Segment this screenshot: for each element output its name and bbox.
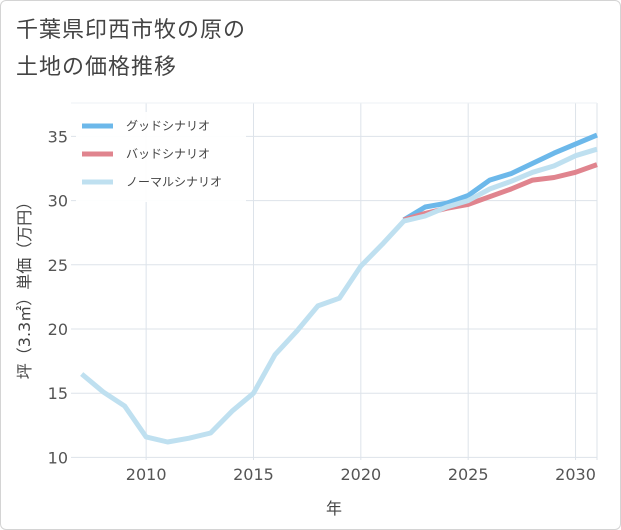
plot-area bbox=[71, 102, 598, 460]
chart-title-line-2: 土地の価格推移 bbox=[16, 55, 178, 80]
x-tick-label: 2015 bbox=[233, 465, 274, 484]
y-axis-title: 坪（3.3㎡）単価（万円） bbox=[15, 194, 34, 379]
x-tick-label: 2030 bbox=[555, 465, 596, 484]
legend-label-1: グッドシナリオ bbox=[126, 119, 210, 133]
legend-label-3: ノーマルシナリオ bbox=[126, 175, 222, 189]
legend-label-2: バッドシナリオ bbox=[126, 147, 210, 161]
x-axis-title: 年 bbox=[326, 499, 342, 518]
y-tick-label: 15 bbox=[48, 384, 68, 403]
y-tick-label: 20 bbox=[48, 320, 68, 339]
y-tick-label: 30 bbox=[48, 192, 68, 211]
y-tick-label: 10 bbox=[48, 448, 68, 467]
chart-title: 千葉県印西市牧の原の 土地の価格推移 bbox=[16, 12, 246, 86]
series-line-3 bbox=[80, 146, 598, 445]
x-tick-label: 2020 bbox=[340, 465, 381, 484]
series-line-1 bbox=[402, 132, 598, 223]
x-tick-label: 2025 bbox=[448, 465, 489, 484]
chart-title-line-1: 千葉県印西市牧の原の bbox=[16, 18, 247, 43]
chart-series bbox=[80, 132, 598, 445]
y-tick-label: 25 bbox=[48, 256, 68, 275]
y-tick-label: 35 bbox=[48, 127, 68, 146]
x-tick-label: 2010 bbox=[126, 465, 167, 484]
